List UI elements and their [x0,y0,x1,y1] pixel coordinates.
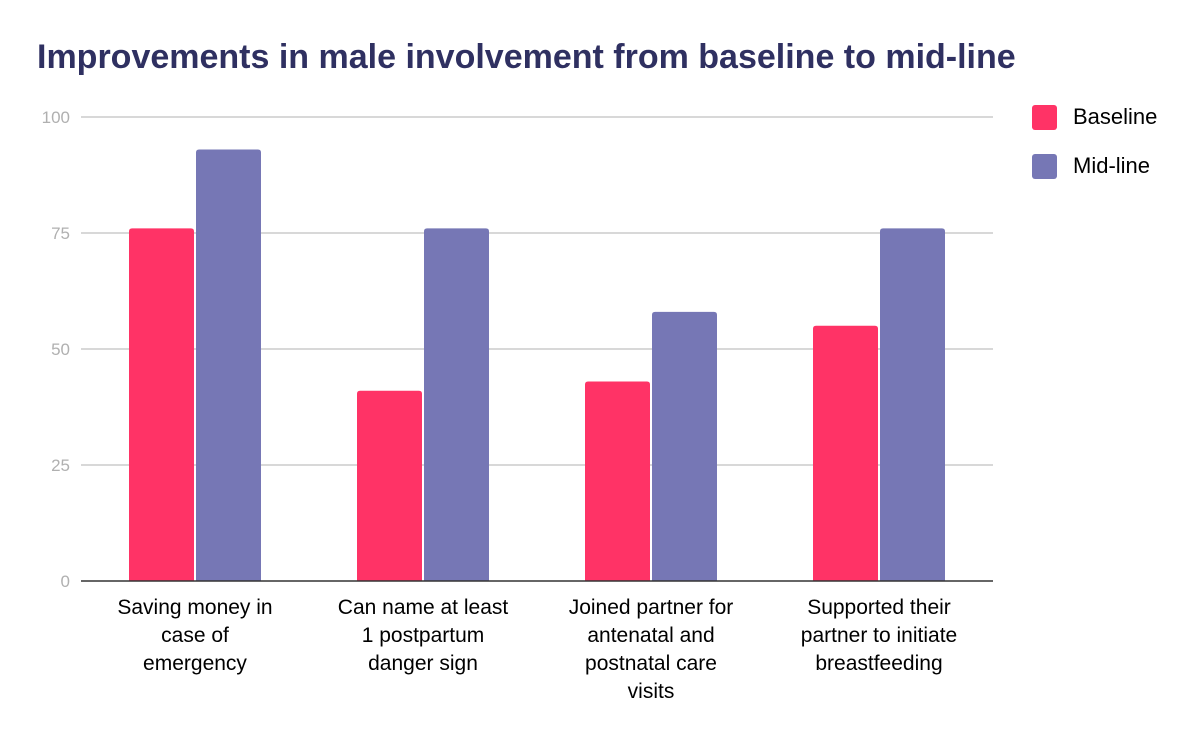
x-tick-label-line: Saving money in [117,596,272,619]
x-tick-label-line: Joined partner for [569,596,734,619]
x-tick-label-line: 1 postpartum [362,624,485,647]
bar-mid-line [424,228,489,582]
bar-baseline [129,228,194,582]
y-tick-label: 75 [51,224,70,243]
bar-baseline [357,390,422,581]
bar-baseline [585,381,650,581]
x-tick-label-line: visits [628,680,675,703]
legend-item-mid-line: Mid-line [1032,153,1157,179]
x-tick-label: Supported their partner to initiate breast… [801,596,957,675]
x-tick-label-line: postnatal care [585,652,717,675]
y-tick-label: 0 [61,572,70,591]
x-tick-label-line: case of [161,624,229,647]
bar-baseline [813,325,878,581]
x-tick-label: Joined partner for antenatal and postnatal… [569,596,734,703]
x-tick-label-line: antenatal and [587,624,714,647]
bar-mid-line [652,311,717,581]
y-tick-label: 25 [51,456,70,475]
legend-label-baseline: Baseline [1073,104,1158,129]
legend-item-baseline: Baseline [1032,104,1157,130]
chart-title: Improvements in male involvement from ba… [37,38,1016,76]
chart-legend: Baseline Mid-line [1032,104,1157,202]
x-tick-label: Saving money in case of emergency [117,596,272,675]
legend-swatch-baseline [1032,104,1057,130]
x-tick-label-line: breastfeeding [815,652,942,675]
bar-mid-line [196,149,261,582]
x-tick-label-line: partner to initiate [801,624,957,647]
legend-swatch-mid-line [1032,153,1057,179]
legend-label-mid-line: Mid-line [1073,153,1151,178]
bar-mid-line [880,228,945,582]
y-tick-label: 50 [51,340,70,359]
x-tick-label: Can name at least 1 postpartum danger sign [338,596,509,675]
x-tick-label-line: emergency [143,652,247,675]
y-tick-label: 100 [42,108,70,127]
x-tick-label-line: danger sign [368,652,478,675]
x-tick-label-line: Can name at least [338,596,509,619]
x-tick-label-line: Supported their [807,596,951,619]
